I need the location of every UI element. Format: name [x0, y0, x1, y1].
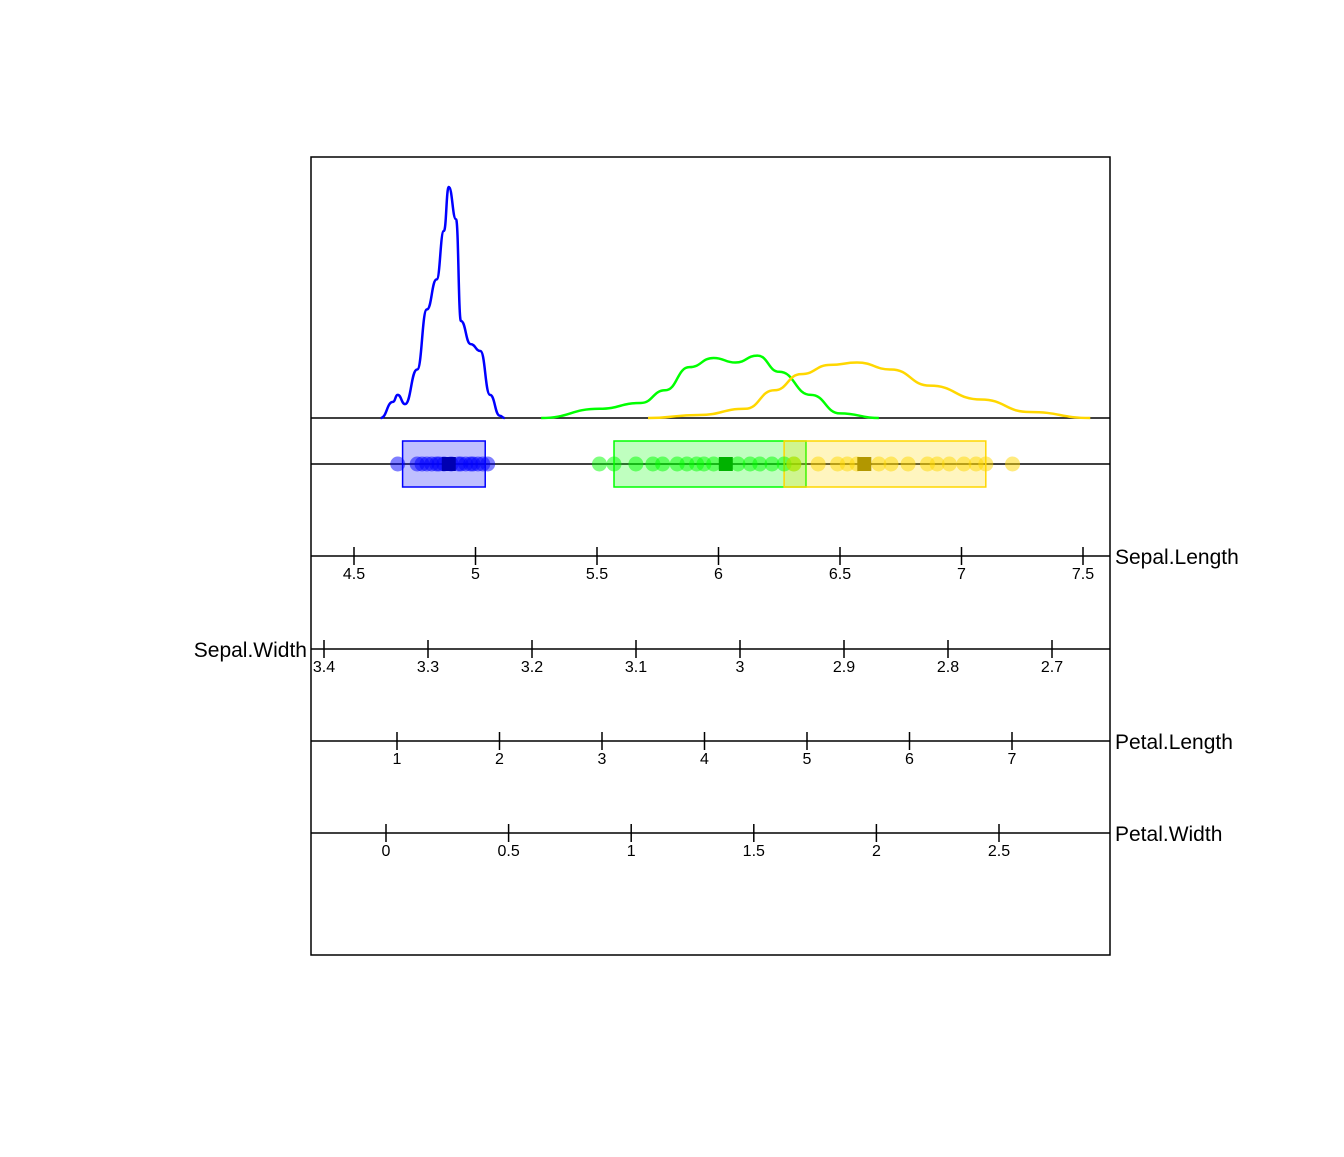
data-point: [628, 456, 644, 472]
tick-label: 2.5: [988, 843, 1010, 860]
data-point: [752, 456, 768, 472]
data-point: [810, 456, 826, 472]
data-point: [606, 456, 622, 472]
data-point: [1005, 456, 1021, 472]
tick-label: 2: [495, 751, 504, 768]
data-point: [764, 456, 780, 472]
tick-label: 3.2: [521, 659, 543, 676]
tick-label: 2.9: [833, 659, 855, 676]
data-point: [871, 456, 887, 472]
tick-label: 5.5: [586, 566, 608, 583]
tick-label: 3: [736, 659, 745, 676]
tick-label: 4.5: [343, 566, 365, 583]
mean-marker-0: [441, 457, 456, 471]
tick-label: 3: [598, 751, 607, 768]
data-point: [941, 456, 957, 472]
tick-label: 3.4: [313, 659, 335, 676]
tick-label: 3.1: [625, 659, 647, 676]
axis-label: Sepal.Width: [194, 639, 307, 662]
tick-label: 6: [905, 751, 914, 768]
tick-label: 0.5: [497, 843, 519, 860]
data-point: [900, 456, 916, 472]
tick-label: 3.3: [417, 659, 439, 676]
data-point: [786, 456, 802, 472]
tick-label: 2.8: [937, 659, 959, 676]
data-point: [956, 456, 972, 472]
tick-label: 7: [957, 566, 966, 583]
data-point: [883, 456, 899, 472]
tick-label: 1: [627, 843, 636, 860]
tick-label: 6: [714, 566, 723, 583]
tick-label: 7: [1008, 751, 1017, 768]
tick-label: 7.5: [1072, 566, 1094, 583]
mean-marker-1: [718, 457, 733, 471]
tick-label: 1: [393, 751, 402, 768]
tick-label: 4: [700, 751, 709, 768]
data-point: [929, 456, 945, 472]
data-point: [730, 456, 746, 472]
data-point: [390, 456, 406, 472]
density-curve-1: [541, 354, 879, 420]
tick-label: 5: [471, 566, 480, 583]
data-point: [655, 456, 671, 472]
axis-label: Petal.Length: [1115, 731, 1233, 754]
mean-marker-2: [857, 457, 872, 471]
data-point: [480, 456, 496, 472]
axis-label: Petal.Width: [1115, 823, 1222, 846]
density-curve-0: [380, 185, 505, 420]
data-point: [706, 456, 722, 472]
tick-label: 5: [803, 751, 812, 768]
tick-label: 2.7: [1041, 659, 1063, 676]
density-curve-2: [648, 361, 1091, 420]
tick-label: 6.5: [829, 566, 851, 583]
tick-label: 2: [872, 843, 881, 860]
data-point: [978, 456, 994, 472]
data-point: [591, 456, 607, 472]
axis-label: Sepal.Length: [1115, 546, 1239, 569]
tick-label: 1.5: [743, 843, 765, 860]
tick-label: 0: [382, 843, 391, 860]
